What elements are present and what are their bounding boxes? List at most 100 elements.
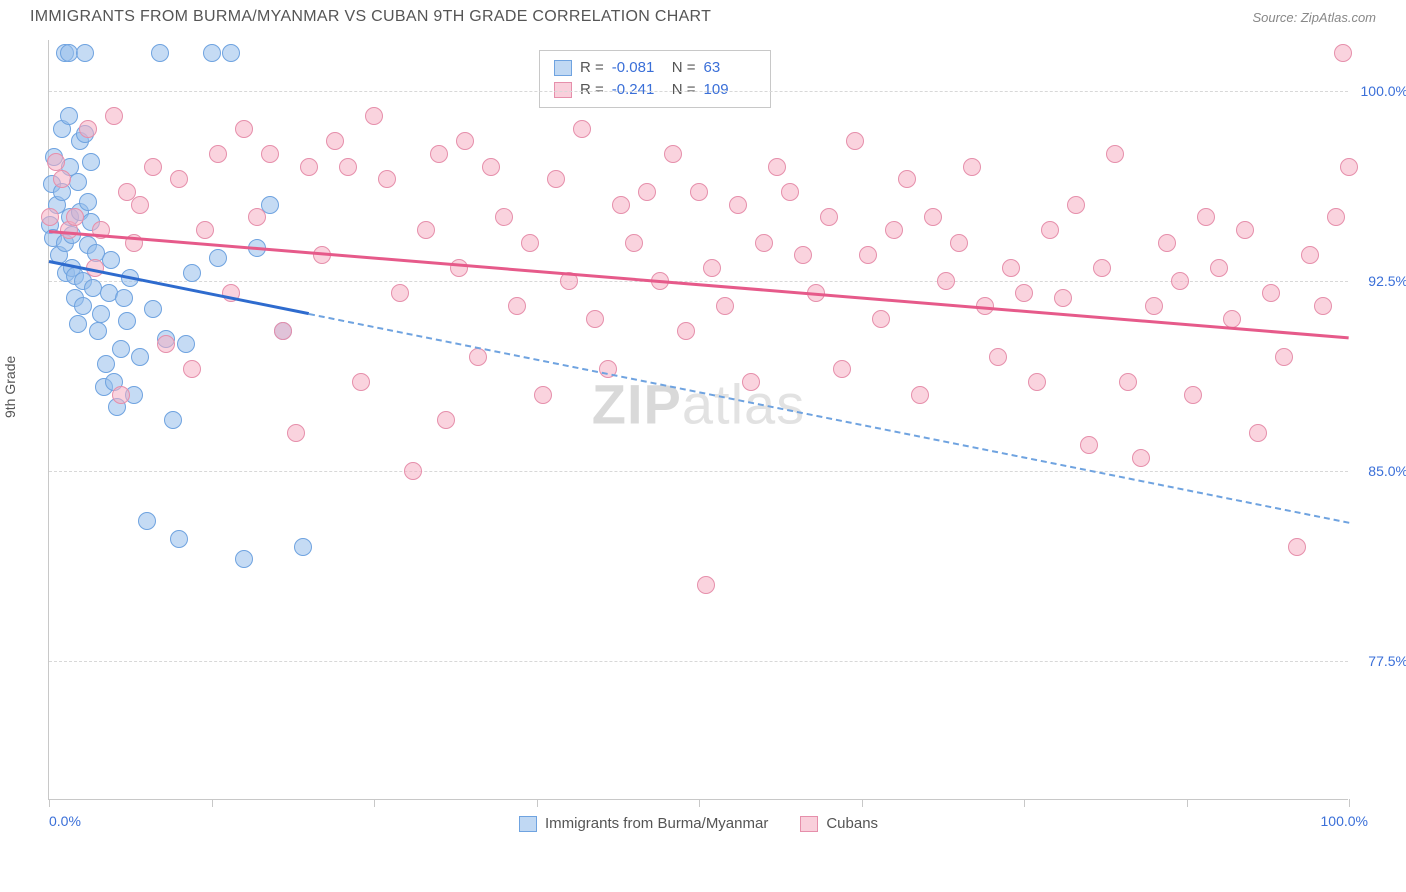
data-point <box>950 234 968 252</box>
data-point <box>352 373 370 391</box>
x-tick <box>537 799 538 807</box>
data-point <box>97 355 115 373</box>
data-point <box>115 289 133 307</box>
y-tick-label: 77.5% <box>1368 653 1406 669</box>
data-point <box>690 183 708 201</box>
data-point <box>638 183 656 201</box>
data-point <box>742 373 760 391</box>
data-point <box>1334 44 1352 62</box>
data-point <box>102 251 120 269</box>
data-point <box>144 158 162 176</box>
data-point <box>729 196 747 214</box>
x-tick <box>212 799 213 807</box>
data-point <box>1002 259 1020 277</box>
gridline <box>49 661 1348 662</box>
data-point <box>131 196 149 214</box>
data-point <box>612 196 630 214</box>
data-point <box>203 44 221 62</box>
data-point <box>1288 538 1306 556</box>
x-tick <box>374 799 375 807</box>
data-point <box>1184 386 1202 404</box>
data-point <box>69 315 87 333</box>
data-point <box>1275 348 1293 366</box>
x-tick <box>699 799 700 807</box>
x-tick <box>49 799 50 807</box>
data-point <box>547 170 565 188</box>
chart-area: 9th Grade ZIPatlas R = -0.081 N = 63 R =… <box>0 30 1406 850</box>
data-point <box>157 335 175 353</box>
data-point <box>781 183 799 201</box>
x-tick <box>1349 799 1350 807</box>
data-point <box>79 193 97 211</box>
data-point <box>573 120 591 138</box>
gridline <box>49 281 1348 282</box>
data-point <box>404 462 422 480</box>
data-point <box>112 340 130 358</box>
data-point <box>235 550 253 568</box>
data-point <box>1340 158 1358 176</box>
data-point <box>183 360 201 378</box>
data-point <box>495 208 513 226</box>
data-point <box>911 386 929 404</box>
source-label: Source: ZipAtlas.com <box>1252 10 1376 25</box>
data-point <box>47 153 65 171</box>
data-point <box>1301 246 1319 264</box>
data-point <box>326 132 344 150</box>
data-point <box>183 264 201 282</box>
stats-row: R = -0.081 N = 63 <box>554 57 756 79</box>
data-point <box>937 272 955 290</box>
data-point <box>508 297 526 315</box>
data-point <box>287 424 305 442</box>
data-point <box>274 322 292 340</box>
data-point <box>534 386 552 404</box>
data-point <box>391 284 409 302</box>
chart-title: IMMIGRANTS FROM BURMA/MYANMAR VS CUBAN 9… <box>30 8 711 26</box>
data-point <box>924 208 942 226</box>
gridline <box>49 471 1348 472</box>
x-tick-label: 100.0% <box>1321 813 1368 829</box>
data-point <box>963 158 981 176</box>
y-tick-label: 92.5% <box>1368 273 1406 289</box>
data-point <box>1067 196 1085 214</box>
data-point <box>196 221 214 239</box>
data-point <box>1015 284 1033 302</box>
data-point <box>222 44 240 62</box>
gridline <box>49 91 1348 92</box>
y-tick-label: 100.0% <box>1361 83 1406 99</box>
data-point <box>82 153 100 171</box>
data-point <box>209 249 227 267</box>
data-point <box>482 158 500 176</box>
trendline <box>309 313 1349 524</box>
data-point <box>1249 424 1267 442</box>
data-point <box>170 170 188 188</box>
data-point <box>1028 373 1046 391</box>
data-point <box>53 170 71 188</box>
data-point <box>76 44 94 62</box>
data-point <box>521 234 539 252</box>
data-point <box>92 305 110 323</box>
data-point <box>872 310 890 328</box>
data-point <box>1210 259 1228 277</box>
data-point <box>1145 297 1163 315</box>
data-point <box>677 322 695 340</box>
x-tick <box>1024 799 1025 807</box>
data-point <box>625 234 643 252</box>
swatch-icon <box>519 816 537 832</box>
data-point <box>846 132 864 150</box>
data-point <box>703 259 721 277</box>
data-point <box>989 348 1007 366</box>
x-tick <box>862 799 863 807</box>
data-point <box>79 120 97 138</box>
data-point <box>833 360 851 378</box>
data-point <box>716 297 734 315</box>
data-point <box>768 158 786 176</box>
data-point <box>74 297 92 315</box>
data-point <box>437 411 455 429</box>
y-tick-label: 85.0% <box>1368 463 1406 479</box>
data-point <box>1171 272 1189 290</box>
data-point <box>378 170 396 188</box>
data-point <box>112 386 130 404</box>
watermark: ZIPatlas <box>592 372 805 437</box>
data-point <box>89 322 107 340</box>
data-point <box>1054 289 1072 307</box>
